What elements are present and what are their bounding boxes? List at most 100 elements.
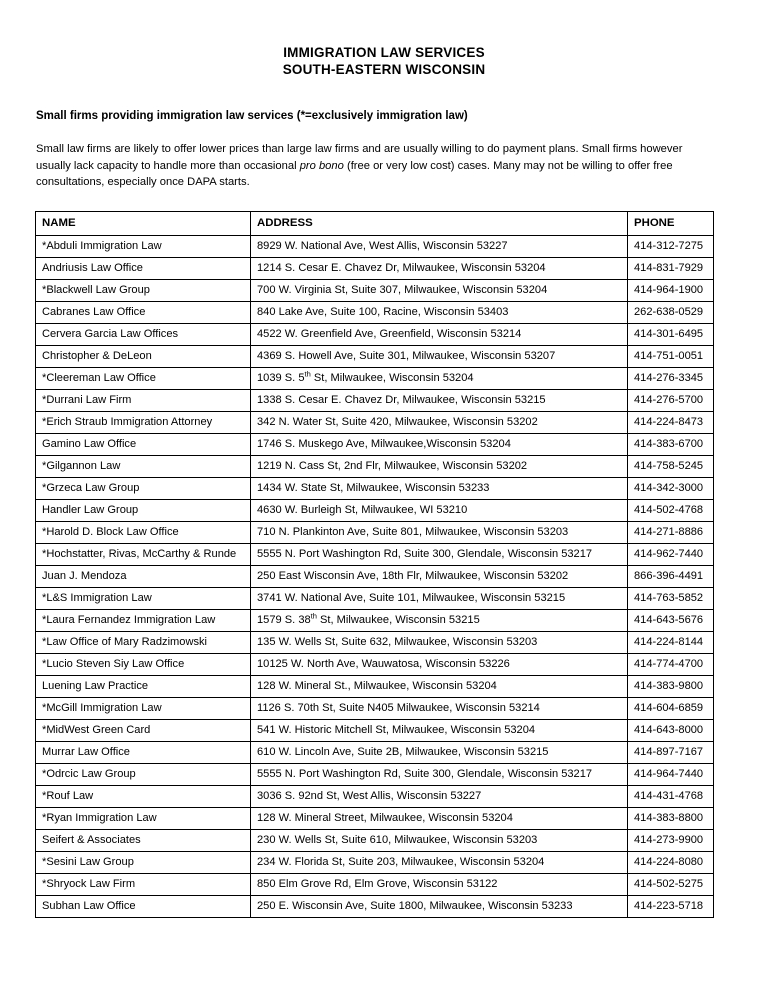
cell-firm-address: 5555 N. Port Washington Rd, Suite 300, G… bbox=[250, 542, 628, 566]
address-suffix: St, Milwaukee, Wisconsin 53204 bbox=[310, 371, 474, 384]
table-row: Cervera Garcia Law Offices 4522 W. Greenf… bbox=[35, 322, 714, 346]
table-row: *Laura Fernandez Immigration Law 1579 S. … bbox=[35, 608, 714, 632]
cell-firm-name: *Laura Fernandez Immigration Law bbox=[35, 608, 251, 632]
table-row: *Harold D. Block Law Office 710 N. Planki… bbox=[35, 520, 714, 544]
cell-firm-name: Cervera Garcia Law Offices bbox=[35, 322, 251, 346]
address-ordinal-superscript: th bbox=[310, 610, 317, 620]
table-row: *Odrcic Law Group 5555 N. Port Washington… bbox=[35, 762, 714, 786]
table-row: Seifert & Associates 230 W. Wells St, Sui… bbox=[35, 828, 714, 852]
cell-firm-address: 1039 S. 5th St, Milwaukee, Wisconsin 532… bbox=[250, 366, 628, 390]
cell-firm-phone: 414-342-3000 bbox=[627, 476, 714, 500]
cell-firm-name: *Cleereman Law Office bbox=[35, 366, 251, 390]
cell-firm-address: 10125 W. North Ave, Wauwatosa, Wisconsin… bbox=[250, 652, 628, 676]
address-ordinal-superscript: th bbox=[304, 368, 311, 378]
table-row: Murrar Law Office 610 W. Lincoln Ave, Sui… bbox=[35, 740, 714, 764]
cell-firm-phone: 414-271-8886 bbox=[627, 520, 714, 544]
cell-firm-address: 1214 S. Cesar E. Chavez Dr, Milwaukee, W… bbox=[250, 256, 628, 280]
cell-firm-phone: 414-751-0051 bbox=[627, 344, 714, 368]
cell-firm-name: *Shryock Law Firm bbox=[35, 872, 251, 896]
table-row: *Grzeca Law Group 1434 W. State St, Milwa… bbox=[35, 476, 714, 500]
cell-firm-address: 1746 S. Muskego Ave, Milwaukee,Wisconsin… bbox=[250, 432, 628, 456]
cell-firm-name: Christopher & DeLeon bbox=[35, 344, 251, 368]
table-row: *Rouf Law 3036 S. 92nd St, West Allis, Wi… bbox=[35, 784, 714, 808]
column-header-name: NAME bbox=[35, 210, 251, 236]
cell-firm-name: *L&S Immigration Law bbox=[35, 586, 251, 610]
table-row: *Sesini Law Group 234 W. Florida St, Suit… bbox=[35, 850, 714, 874]
intro-text-part2: (free or very low cost) cases. Many may … bbox=[36, 159, 673, 189]
cell-firm-address: 128 W. Mineral Street, Milwaukee, Wiscon… bbox=[250, 806, 628, 830]
table-header: NAME ADDRESS PHONE bbox=[35, 210, 714, 236]
cell-firm-name: *MidWest Green Card bbox=[35, 718, 251, 742]
cell-firm-name: *Rouf Law bbox=[35, 784, 251, 808]
cell-firm-name: Juan J. Mendoza bbox=[35, 564, 251, 588]
cell-firm-address: 250 East Wisconsin Ave, 18th Flr, Milwau… bbox=[250, 564, 628, 588]
firm-table-container: NAME ADDRESS PHONE *Abduli Immigration L… bbox=[0, 210, 768, 918]
cell-firm-phone: 414-301-6495 bbox=[627, 322, 714, 346]
cell-firm-name: Murrar Law Office bbox=[35, 740, 251, 764]
cell-firm-name: *McGill Immigration Law bbox=[35, 696, 251, 720]
cell-firm-name: Subhan Law Office bbox=[35, 894, 251, 918]
cell-firm-name: *Sesini Law Group bbox=[35, 850, 251, 874]
cell-firm-address: 850 Elm Grove Rd, Elm Grove, Wisconsin 5… bbox=[250, 872, 628, 896]
title-line-1: IMMIGRATION LAW SERVICES bbox=[283, 45, 485, 60]
cell-firm-address: 342 N. Water St, Suite 420, Milwaukee, W… bbox=[250, 410, 628, 434]
cell-firm-phone: 414-431-4768 bbox=[627, 784, 714, 808]
cell-firm-phone: 414-276-3345 bbox=[627, 366, 714, 390]
cell-firm-phone: 414-643-5676 bbox=[627, 608, 714, 632]
table-row: *L&S Immigration Law 3741 W. National Ave… bbox=[35, 586, 714, 610]
table-row: *Durrani Law Firm 1338 S. Cesar E. Chavez… bbox=[35, 388, 714, 412]
cell-firm-address: 840 Lake Ave, Suite 100, Racine, Wiscons… bbox=[250, 300, 628, 324]
column-header-phone: PHONE bbox=[627, 210, 714, 236]
cell-firm-phone: 414-604-6859 bbox=[627, 696, 714, 720]
cell-firm-name: Seifert & Associates bbox=[35, 828, 251, 852]
cell-firm-phone: 414-964-1900 bbox=[627, 278, 714, 302]
table-row: *Ryan Immigration Law 128 W. Mineral Stre… bbox=[35, 806, 714, 830]
intro-text-italic: pro bono bbox=[299, 159, 344, 172]
table-row: *Law Office of Mary Radzimowski 135 W. We… bbox=[35, 630, 714, 654]
cell-firm-phone: 414-312-7275 bbox=[627, 234, 714, 258]
cell-firm-address: 1579 S. 38th St, Milwaukee, Wisconsin 53… bbox=[250, 608, 628, 632]
cell-firm-phone: 414-383-9800 bbox=[627, 674, 714, 698]
table-row: Cabranes Law Office 840 Lake Ave, Suite 1… bbox=[35, 300, 714, 324]
cell-firm-name: *Grzeca Law Group bbox=[35, 476, 251, 500]
intro-text-part1: Small law firms are likely to offer lowe… bbox=[36, 143, 683, 172]
table-row: *Cleereman Law Office 1039 S. 5th St, Mil… bbox=[35, 366, 714, 390]
cell-firm-address: 4369 S. Howell Ave, Suite 301, Milwaukee… bbox=[250, 344, 628, 368]
cell-firm-address: 128 W. Mineral St., Milwaukee, Wisconsin… bbox=[250, 674, 628, 698]
cell-firm-phone: 414-383-8800 bbox=[627, 806, 714, 830]
cell-firm-phone: 414-763-5852 bbox=[627, 586, 714, 610]
cell-firm-address: 710 N. Plankinton Ave, Suite 801, Milwau… bbox=[250, 520, 628, 544]
cell-firm-name: *Harold D. Block Law Office bbox=[35, 520, 251, 544]
cell-firm-name: *Erich Straub Immigration Attorney bbox=[35, 410, 251, 434]
cell-firm-name: Handler Law Group bbox=[35, 498, 251, 522]
table-row: Luening Law Practice 128 W. Mineral St., … bbox=[35, 674, 714, 698]
table-row: Juan J. Mendoza 250 East Wisconsin Ave, 1… bbox=[35, 564, 714, 588]
firm-table: NAME ADDRESS PHONE *Abduli Immigration L… bbox=[35, 210, 714, 918]
cell-firm-address: 4630 W. Burleigh St, Milwaukee, WI 53210 bbox=[250, 498, 628, 522]
cell-firm-name: *Ryan Immigration Law bbox=[35, 806, 251, 830]
table-row: Subhan Law Office 250 E. Wisconsin Ave, S… bbox=[35, 894, 714, 918]
cell-firm-phone: 414-224-8473 bbox=[627, 410, 714, 434]
table-row: *Gilgannon Law 1219 N. Cass St, 2nd Flr, … bbox=[35, 454, 714, 478]
cell-firm-name: *Hochstatter, Rivas, McCarthy & Runde bbox=[35, 542, 251, 566]
cell-firm-name: Andriusis Law Office bbox=[35, 256, 251, 280]
table-row: Christopher & DeLeon 4369 S. Howell Ave, … bbox=[35, 344, 714, 368]
column-header-address: ADDRESS bbox=[250, 210, 628, 236]
cell-firm-phone: 414-276-5700 bbox=[627, 388, 714, 412]
cell-firm-phone: 414-897-7167 bbox=[627, 740, 714, 764]
cell-firm-phone: 414-224-8144 bbox=[627, 630, 714, 654]
cell-firm-address: 541 W. Historic Mitchell St, Milwaukee, … bbox=[250, 718, 628, 742]
cell-firm-phone: 414-224-8080 bbox=[627, 850, 714, 874]
table-row: *Hochstatter, Rivas, McCarthy & Runde 555… bbox=[35, 542, 714, 566]
cell-firm-phone: 414-758-5245 bbox=[627, 454, 714, 478]
cell-firm-address: 1219 N. Cass St, 2nd Flr, Milwaukee, Wis… bbox=[250, 454, 628, 478]
cell-firm-address: 3036 S. 92nd St, West Allis, Wisconsin 5… bbox=[250, 784, 628, 808]
intro-paragraph: Small law firms are likely to offer lowe… bbox=[36, 141, 716, 191]
cell-firm-phone: 414-831-7929 bbox=[627, 256, 714, 280]
cell-firm-name: *Durrani Law Firm bbox=[35, 388, 251, 412]
cell-firm-name: *Lucio Steven Siy Law Office bbox=[35, 652, 251, 676]
cell-firm-phone: 414-643-8000 bbox=[627, 718, 714, 742]
cell-firm-name: Cabranes Law Office bbox=[35, 300, 251, 324]
cell-firm-address: 610 W. Lincoln Ave, Suite 2B, Milwaukee,… bbox=[250, 740, 628, 764]
table-row: Gamino Law Office 1746 S. Muskego Ave, Mi… bbox=[35, 432, 714, 456]
